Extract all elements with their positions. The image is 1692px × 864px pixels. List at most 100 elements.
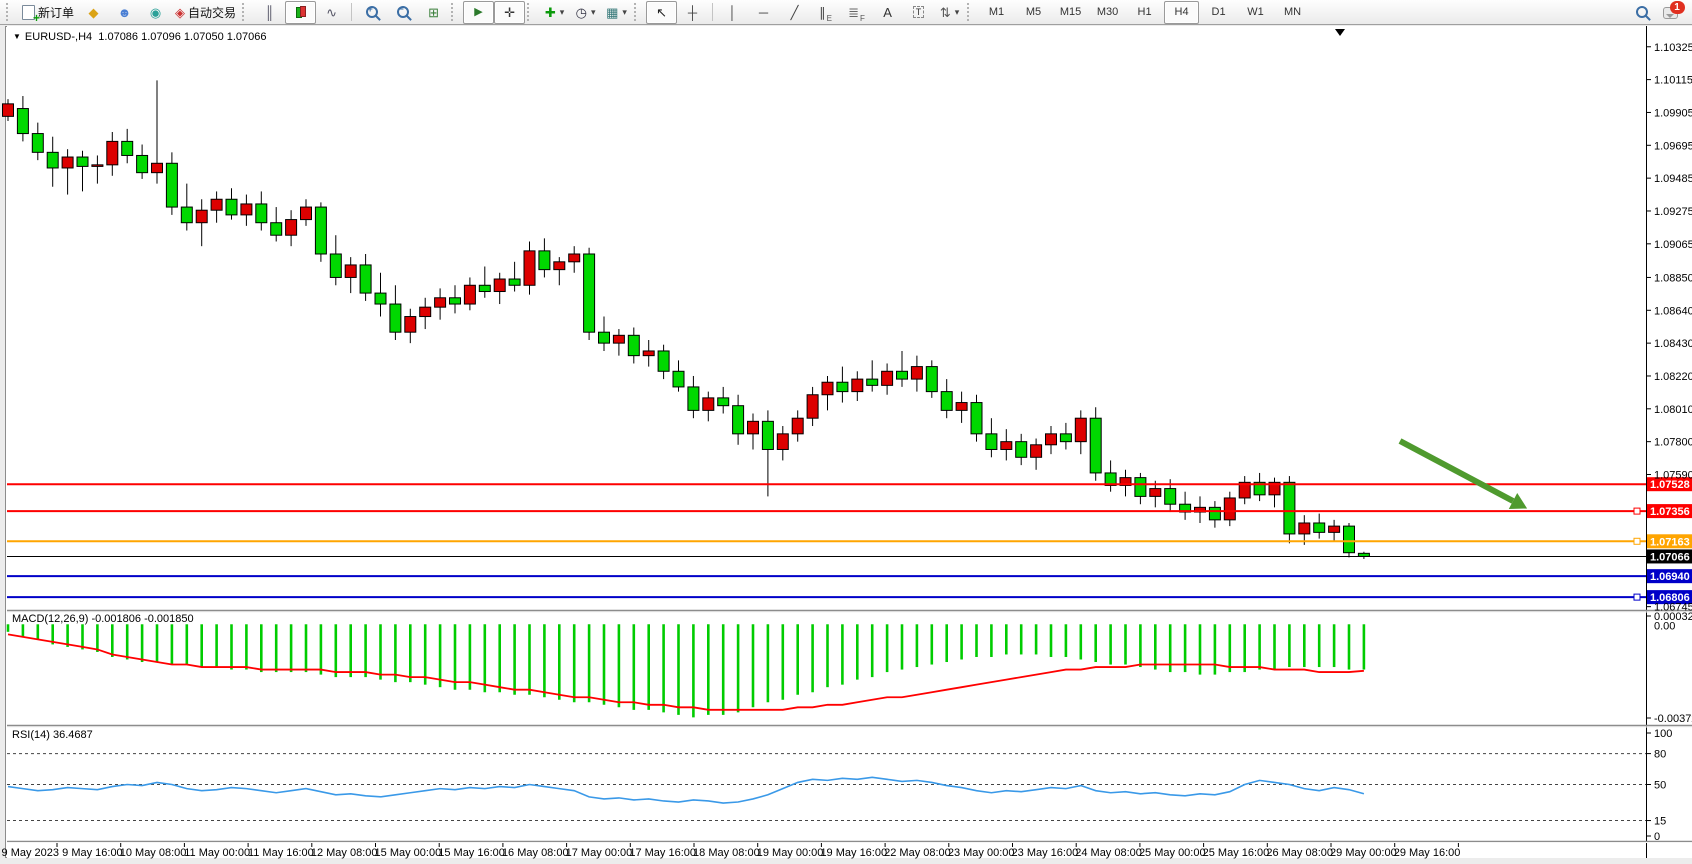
line-chart-button[interactable]: ∿	[316, 1, 347, 24]
timeframe-button-H4[interactable]: H4	[1164, 0, 1200, 24]
candle	[300, 206, 312, 221]
text-icon: A	[883, 4, 892, 20]
candle	[240, 203, 253, 216]
price-tick-label: 1.09275	[1654, 206, 1692, 218]
zoom-in-button[interactable]: +	[356, 1, 387, 24]
candle	[1223, 497, 1236, 521]
candle	[374, 292, 387, 305]
broadcast-button[interactable]: ◉	[140, 1, 171, 24]
timeframe-button-MN[interactable]: MN	[1283, 6, 1302, 18]
price-tick-label: 1.08220	[1654, 371, 1692, 383]
price-tick-label: 1.09485	[1654, 173, 1692, 185]
trendline-button[interactable]: ╱	[779, 1, 810, 24]
horizontal-line-icon: ─	[758, 4, 769, 20]
candle	[910, 366, 923, 380]
time-tick-label: 25 May 16:00	[1203, 847, 1270, 859]
chart-dropdown-icon[interactable]: ▼	[13, 32, 21, 41]
macd-axis-min: -0.003725	[1654, 713, 1692, 725]
zoom-out-button[interactable]: −	[387, 1, 418, 24]
chevron-down-icon: ▾	[954, 6, 960, 17]
time-tick-label: 10 May 08:00	[120, 847, 187, 859]
candle	[91, 164, 104, 167]
timeframe-button-D1[interactable]: D1	[1211, 6, 1226, 18]
trend-arrow-head[interactable]	[1508, 493, 1528, 509]
price-tick-label: 1.08850	[1654, 272, 1692, 284]
candle	[866, 378, 879, 386]
price-label-1.07356	[1647, 504, 1692, 519]
new-order-button[interactable]: + 新订单	[18, 1, 78, 24]
timeframe-button-M5[interactable]: M5	[1025, 6, 1042, 18]
time-tick-label: 26 May 08:00	[1266, 847, 1333, 859]
timeframe-button-M1[interactable]: M1	[988, 6, 1005, 18]
indicators-button[interactable]: ✚ ▾	[539, 1, 570, 24]
horizontal-line-button[interactable]: ─	[748, 1, 779, 24]
timeframe-button-H1[interactable]: H1	[1137, 6, 1152, 18]
line-handle[interactable]	[1633, 537, 1641, 545]
symbol-title[interactable]: ▼ EURUSD-,H4 1.07086 1.07096 1.07050 1.07…	[13, 31, 267, 43]
trend-arrow[interactable]	[1398, 438, 1515, 504]
equidistant-channel-button[interactable]: ∥ E	[819, 4, 832, 23]
arrows-button[interactable]: ⇅ ▾	[934, 1, 965, 24]
candle	[717, 397, 730, 407]
fibonacci-button[interactable]: ≣ F	[848, 4, 865, 23]
candle	[1268, 481, 1281, 496]
time-tick-label: 15 May 16:00	[438, 847, 505, 859]
candle	[46, 151, 59, 169]
rsi-axis-label: 50	[1654, 780, 1666, 792]
text-button[interactable]: A	[872, 1, 903, 24]
candle	[76, 156, 89, 167]
auto-scroll-button[interactable]: ▶	[463, 0, 495, 24]
rsi-axis-label: 100	[1654, 728, 1672, 740]
zoom-out-icon: −	[396, 5, 409, 18]
candle	[970, 402, 983, 435]
news-button[interactable]: ◆	[78, 1, 109, 24]
community-button[interactable]: ☻	[109, 1, 140, 24]
autotrading-label: 自动交易	[188, 5, 237, 20]
candle	[687, 386, 700, 411]
chart-shift-marker[interactable]	[1335, 29, 1345, 36]
periods-button[interactable]: ◷ ▾	[570, 1, 601, 24]
candlestick-chart-button[interactable]	[285, 0, 317, 24]
candle	[761, 420, 774, 450]
crosshair-button[interactable]: ┼	[677, 1, 708, 24]
text-label-button[interactable]: T	[903, 1, 934, 24]
price-label-text: 1.07163	[1650, 536, 1690, 548]
candle	[434, 297, 447, 308]
candle	[136, 154, 149, 174]
toolbar-grip	[634, 3, 642, 21]
candle	[568, 253, 581, 263]
candle	[1328, 525, 1341, 533]
horizontal-levels: 1.07528 1.07356 1.07163 1.07066 1.06940 1.068…	[7, 477, 1692, 605]
tile-windows-button[interactable]: ⊞	[418, 1, 449, 24]
autotrading-button[interactable]: ◈ 自动交易	[171, 1, 240, 24]
rsi-pane: 100 80 50 15 0	[7, 728, 1672, 843]
price-label-text: 1.07356	[1650, 506, 1690, 518]
timeframe-button-M30[interactable]: M30	[1096, 6, 1119, 18]
candle	[389, 303, 402, 333]
line-handle[interactable]	[1633, 593, 1641, 601]
candle	[583, 253, 596, 333]
timeframe-bar: M1 M5 M15 M30 H1 H4 D1 W1 MN	[979, 0, 1310, 24]
candle	[106, 140, 119, 166]
bar-chart-button[interactable]: ║	[254, 1, 285, 24]
candle	[925, 366, 938, 393]
timeframe-button-W1[interactable]: W1	[1247, 6, 1264, 18]
broadcast-icon: ◉	[149, 4, 162, 20]
line-handle[interactable]	[1633, 507, 1641, 515]
templates-button[interactable]: ▦ ▾	[601, 1, 632, 24]
chart-shift-button[interactable]: ✛	[494, 0, 526, 24]
candle	[478, 284, 491, 293]
price-label-text: 1.06806	[1650, 592, 1690, 604]
price-tick-label: 1.08010	[1654, 404, 1692, 416]
new-order-icon: +	[22, 4, 40, 24]
candle	[1343, 525, 1355, 554]
search-button[interactable]	[1626, 1, 1657, 24]
vertical-line-button[interactable]: │	[717, 1, 748, 24]
timeframe-button-M15[interactable]: M15	[1059, 6, 1082, 18]
notifications-button[interactable]: 1	[1657, 1, 1688, 24]
candle	[553, 261, 566, 271]
chart-canvas[interactable]: 1.07528 1.07356 1.07163 1.07066 1.06940 1.068…	[0, 25, 1692, 864]
cursor-button[interactable]: ↖	[646, 0, 678, 24]
chart-window[interactable]: 1.07528 1.07356 1.07163 1.07066 1.06940 1.068…	[0, 25, 1692, 860]
